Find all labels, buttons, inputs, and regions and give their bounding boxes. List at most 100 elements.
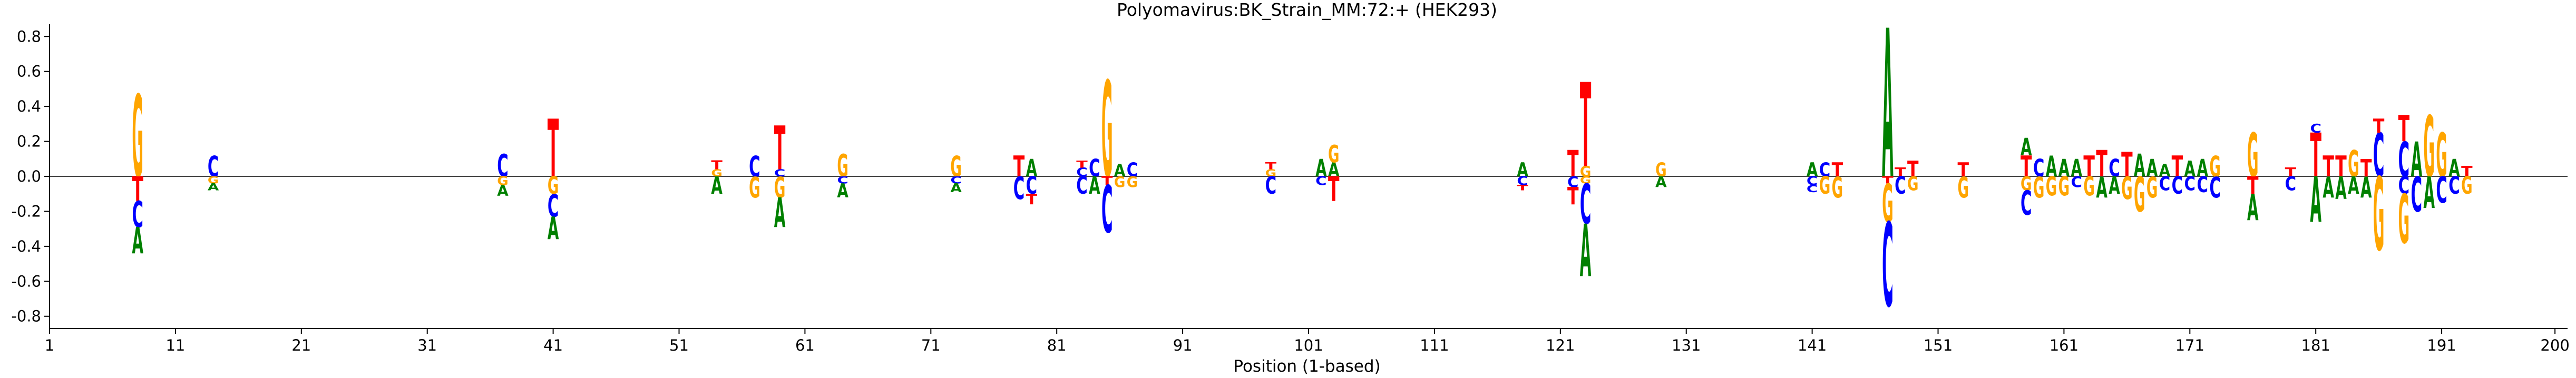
logo-letter-G: G xyxy=(837,147,848,184)
logo-letter-G: G xyxy=(2436,121,2447,191)
logo-letter-T: T xyxy=(1101,174,1113,188)
logo-letter-C: C xyxy=(1076,172,1087,201)
x-tick-label: 51 xyxy=(669,336,689,354)
logo-letter-T: T xyxy=(1076,159,1088,170)
logo-letter-C: C xyxy=(132,194,143,236)
logo-letter-G: G xyxy=(1101,55,1113,208)
logo-letter-C: C xyxy=(2436,170,2447,211)
logo-letter-A: A xyxy=(1328,158,1339,181)
x-tick-label: 111 xyxy=(1420,336,1449,354)
logo-letter-C: C xyxy=(837,174,848,186)
logo-letter-T: T xyxy=(1517,184,1528,192)
logo-letter-C: C xyxy=(1567,174,1579,191)
y-tick-label: 0.6 xyxy=(17,63,41,81)
logo-letter-A: A xyxy=(2058,154,2070,182)
logo-letter-C: C xyxy=(2310,122,2321,136)
logo-letter-G: G xyxy=(711,168,722,179)
x-tick-label: 21 xyxy=(291,336,311,354)
logo-letter-G: G xyxy=(1580,175,1591,186)
logo-letter-C: C xyxy=(2172,172,2183,201)
logo-letter-C: C xyxy=(2159,172,2170,195)
logo-letter-A: A xyxy=(2423,168,2435,218)
x-tick-label: 101 xyxy=(1294,336,1323,354)
logo-letter-G: G xyxy=(2348,144,2359,185)
chart-title: Polyomavirus:BK_Strain_MM:72:+ (HEK293) xyxy=(1117,0,1497,20)
x-tick-label: 61 xyxy=(795,336,815,354)
logo-letter-C: C xyxy=(497,148,508,184)
logo-letter-C: C xyxy=(2285,172,2296,195)
logo-letter-A: A xyxy=(548,211,559,247)
logo-letter-G: G xyxy=(2146,171,2158,205)
logo-letter-T: T xyxy=(1567,183,1579,210)
logo-letter-T: T xyxy=(1026,191,1038,208)
logo-letter-G: G xyxy=(2461,172,2472,200)
logo-letter-T: T xyxy=(1013,150,1025,184)
y-tick-label: 0.4 xyxy=(17,97,41,115)
logo-letter-T: T xyxy=(2285,165,2297,180)
logo-letter-A: A xyxy=(2046,151,2057,184)
logo-letter-G: G xyxy=(2373,157,2384,274)
x-tick-label: 11 xyxy=(165,336,185,354)
x-axis-ticks: 1 11 21 31 41 51 61 71 81 91 101 111 121 131 141 151 161… xyxy=(45,329,2570,354)
logo-letter-C: C xyxy=(2398,132,2409,187)
logo-letter-C: C xyxy=(1089,154,1100,183)
logo-letter-T: T xyxy=(1567,143,1579,185)
x-tick-label: 121 xyxy=(1546,336,1575,354)
y-tick-label: -0.8 xyxy=(11,307,41,325)
logo-letter-G: G xyxy=(132,72,143,203)
logo-letter-C: C xyxy=(1315,175,1326,188)
logo-letter-G: G xyxy=(1580,163,1592,180)
logo-letter-T: T xyxy=(2096,143,2107,185)
logo-letter-T: T xyxy=(1265,161,1277,172)
logo-letter-C: C xyxy=(1013,171,1024,207)
logo-letter-A: A xyxy=(2109,172,2120,200)
logo-letter-C: C xyxy=(1517,175,1528,188)
logo-letter-A: A xyxy=(1026,154,1037,182)
logo-letter-T: T xyxy=(2247,173,2259,200)
logo-letter-G: G xyxy=(2021,173,2032,195)
logo-letter-G: G xyxy=(1114,174,1126,191)
logo-letter-C: C xyxy=(2373,121,2384,191)
logo-letter-A: A xyxy=(2021,133,2032,161)
logo-letter-A: A xyxy=(2310,165,2321,237)
logo-letter-G: G xyxy=(2083,172,2094,202)
logo-letter-A: A xyxy=(208,182,219,193)
logo-letter-A: A xyxy=(950,181,962,195)
logo-letter-G: G xyxy=(2046,172,2057,202)
logo-letter-T: T xyxy=(1832,159,1843,182)
logo-letter-A: A xyxy=(2096,172,2107,205)
x-tick-label: 151 xyxy=(1924,336,1953,354)
logo-letter-A: A xyxy=(1114,161,1126,181)
x-tick-label: 141 xyxy=(1798,336,1827,354)
logo-letter-C: C xyxy=(2411,167,2422,223)
logo-letter-C: C xyxy=(2398,172,2409,201)
y-tick-label: 0.8 xyxy=(17,27,41,45)
logo-letter-A: A xyxy=(2197,154,2208,182)
logo-letter-C: C xyxy=(2021,184,2032,223)
logo-letter-T: T xyxy=(548,103,559,195)
logo-letter-T: T xyxy=(1580,59,1592,193)
logo-letter-G: G xyxy=(749,171,760,205)
logo-letter-A: A xyxy=(2134,147,2145,184)
logo-letter-G: G xyxy=(1832,171,1843,205)
logo-letter-G: G xyxy=(1958,171,1969,205)
logo-letter-T: T xyxy=(2373,115,2385,138)
logo-letter-C: C xyxy=(1026,172,1037,201)
logo-letter-A: A xyxy=(1089,172,1100,200)
logo-letter-G: G xyxy=(208,175,219,186)
x-tick-label: 181 xyxy=(2301,336,2330,354)
logo-letter-C: C xyxy=(1807,175,1818,188)
logo-letter-A: A xyxy=(1315,154,1326,182)
logo-letter-T: T xyxy=(1882,175,1894,186)
logo-letter-G: G xyxy=(774,171,785,205)
x-tick-label: 200 xyxy=(2540,336,2569,354)
x-tick-label: 171 xyxy=(2175,336,2204,354)
logo-letter-A: A xyxy=(2159,161,2171,181)
x-tick-label: 91 xyxy=(1173,336,1193,354)
y-tick-label: 0.0 xyxy=(17,167,41,185)
logo-letter-C: C xyxy=(2209,171,2221,205)
logo-letter-G: G xyxy=(1328,141,1339,168)
x-tick-label: 131 xyxy=(1672,336,1701,354)
